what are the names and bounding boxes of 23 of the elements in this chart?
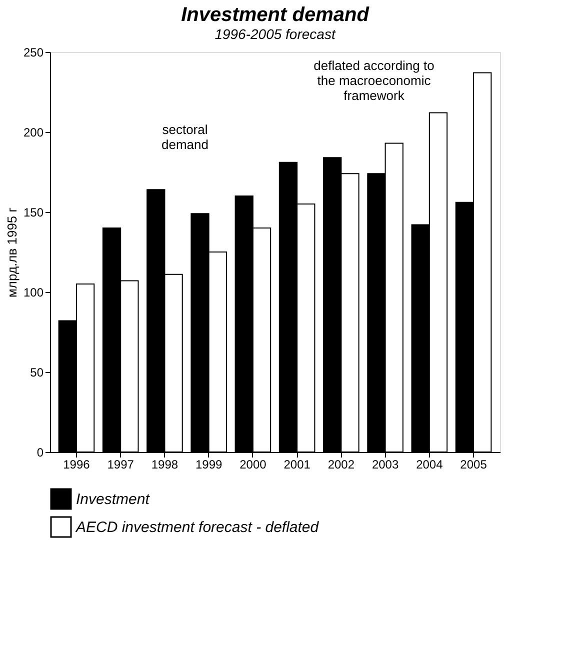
chart-subtitle: 1996-2005 forecast xyxy=(214,26,336,42)
y-tick-label: 250 xyxy=(23,46,44,60)
y-tick-label: 200 xyxy=(23,126,44,140)
y-tick-label: 50 xyxy=(30,366,44,380)
y-tick-label: 150 xyxy=(23,206,44,220)
x-tick-label: 1997 xyxy=(107,458,134,472)
x-tick-label: 2004 xyxy=(416,458,444,472)
x-tick-label: 1999 xyxy=(195,458,222,472)
x-tick-label: 2003 xyxy=(372,458,399,472)
annotation: deflated according to the macroeconomic framework xyxy=(314,58,434,103)
y-axis-title: млрд.лв 1995 г xyxy=(4,207,20,298)
x-tick-label: 2001 xyxy=(284,458,311,472)
x-tick-label: 2000 xyxy=(240,458,267,472)
chart-title: Investment demand xyxy=(181,4,370,26)
y-tick-label: 100 xyxy=(23,286,44,300)
annotation: sectoral demand xyxy=(162,122,208,152)
x-tick-label: 2002 xyxy=(328,458,355,472)
legend-label: AECD investment forecast - deflated xyxy=(75,519,320,536)
x-tick-label: 2005 xyxy=(460,458,488,472)
legend-label: Investment xyxy=(76,491,150,508)
y-tick-label: 0 xyxy=(36,446,44,460)
x-tick-label: 1998 xyxy=(151,458,178,472)
x-tick-label: 1996 xyxy=(63,458,90,472)
